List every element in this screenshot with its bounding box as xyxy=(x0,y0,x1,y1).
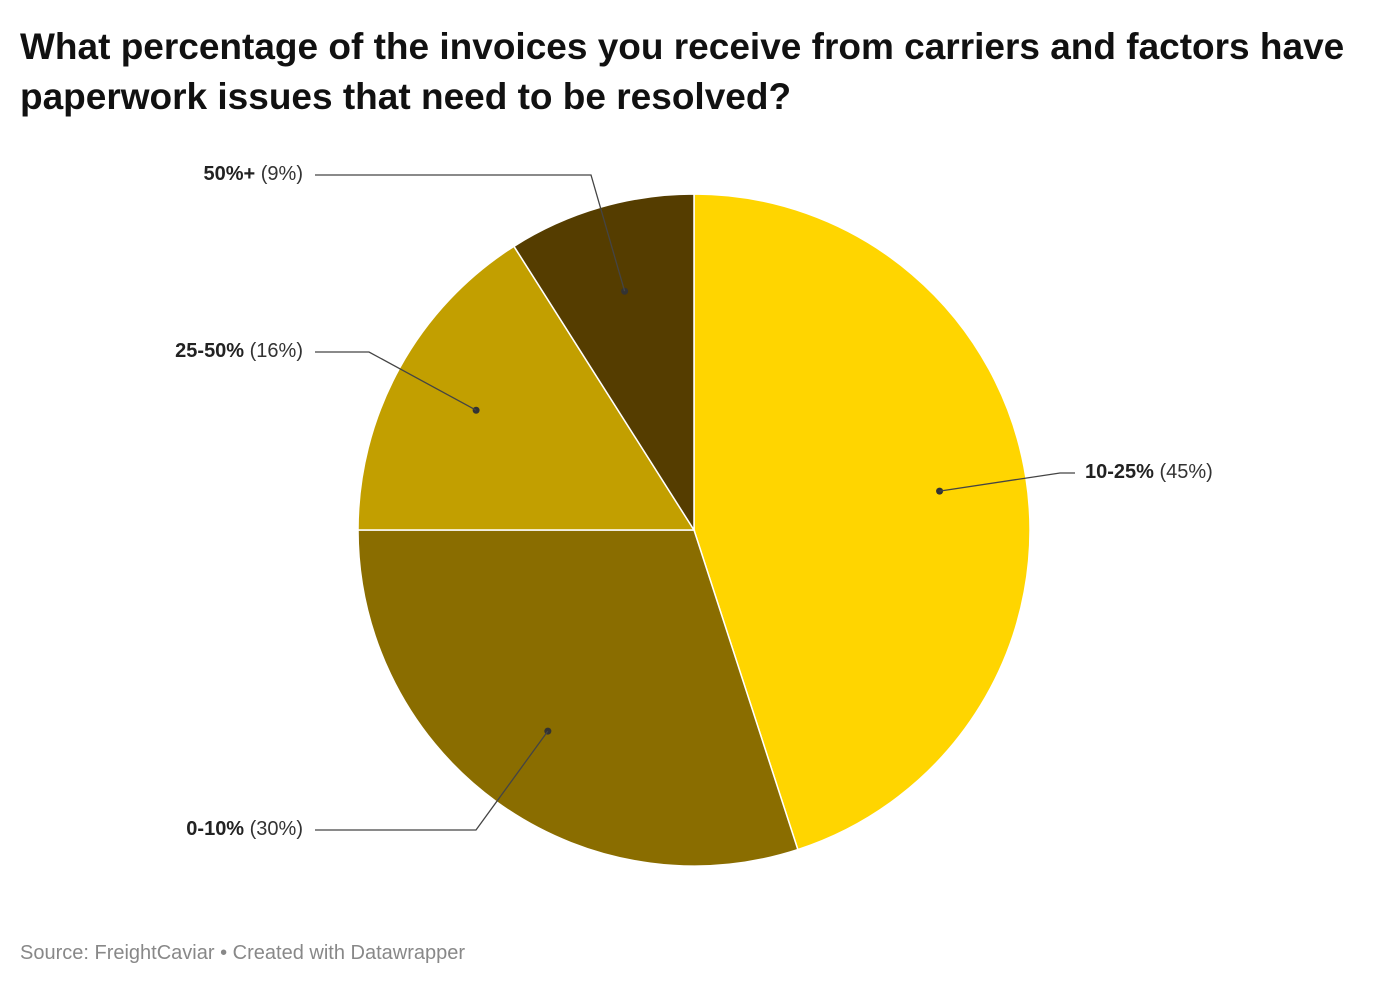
footer-separator: • xyxy=(220,942,228,964)
leader-line-25-50% xyxy=(315,351,477,411)
slice-labels: 10-25% (45%) 0-10% (30%) 25-50% (16%) 50%+ … xyxy=(175,163,1213,840)
source-note: Source: FreightCaviar xyxy=(20,942,215,964)
credit-note: Created with Datawrapper xyxy=(232,942,466,964)
slice-label-50%+: 50%+ (9%) xyxy=(203,163,303,185)
slice-label-10-25%: 10-25% (45%) xyxy=(1085,461,1213,483)
slice-label-25-50%: 25-50% (16%) xyxy=(175,340,303,362)
slice-label-name: 25-50% xyxy=(175,340,244,362)
slice-label-percent: (16%) xyxy=(244,340,303,362)
slice-label-name: 10-25% xyxy=(1085,461,1154,483)
leader-line-10-25% xyxy=(939,472,1075,492)
pie-slices xyxy=(357,193,1031,867)
leader-lines xyxy=(315,174,1075,831)
slice-label-0-10%: 0-10% (30%) xyxy=(186,818,303,840)
slice-label-name: 0-10% xyxy=(186,818,244,840)
slice-label-percent: (9%) xyxy=(255,163,303,185)
leader-line-0-10% xyxy=(315,730,549,831)
chart-footer: Source: FreightCaviar • Created with Dat… xyxy=(20,942,465,965)
slice-label-name: 50%+ xyxy=(203,163,255,185)
slice-label-percent: (45%) xyxy=(1154,461,1213,483)
leader-line-50%+ xyxy=(315,174,626,292)
slice-label-percent: (30%) xyxy=(244,818,303,840)
chart-title: What percentage of the invoices you rece… xyxy=(20,26,1345,117)
pie-slice-10-25% xyxy=(693,193,1031,851)
